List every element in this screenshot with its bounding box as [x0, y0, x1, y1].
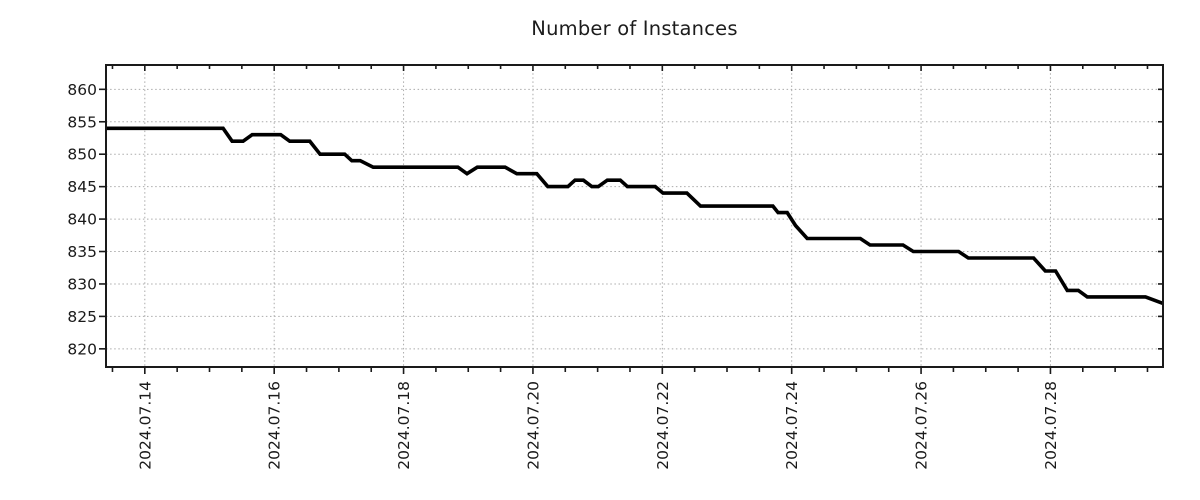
grid-layer — [106, 65, 1163, 367]
y-tick-label: 835 — [67, 243, 97, 261]
y-tick-label: 840 — [67, 211, 97, 229]
axis-layer — [99, 64, 1164, 374]
x-tick-label: 2024.07.16 — [266, 381, 284, 470]
x-tick-label: 2024.07.14 — [136, 381, 154, 470]
y-tick-label: 830 — [67, 275, 97, 293]
data-line-instances — [106, 126, 1164, 306]
x-tick-label: 2024.07.24 — [783, 381, 801, 470]
y-tick-label: 855 — [67, 113, 97, 131]
tick-label-layer: 820 825 830 835 840 845 850 855 860 2024.07.14 202… — [67, 81, 1060, 470]
x-tick-label: 2024.07.26 — [913, 381, 931, 470]
x-tick-label: 2024.07.18 — [395, 381, 413, 470]
y-tick-label: 845 — [67, 178, 97, 196]
data-layer — [106, 126, 1164, 306]
x-tick-label: 2024.07.20 — [524, 381, 542, 470]
x-tick-label: 2024.07.28 — [1042, 381, 1060, 470]
y-tick-label: 825 — [67, 308, 97, 326]
y-tick-label: 850 — [67, 146, 97, 164]
y-tick-label: 860 — [67, 81, 97, 99]
x-tick-label: 2024.07.22 — [654, 381, 672, 470]
plot-frame — [105, 64, 1164, 368]
chart-title: Number of Instances — [531, 17, 738, 40]
y-tick-label: 820 — [67, 340, 97, 358]
